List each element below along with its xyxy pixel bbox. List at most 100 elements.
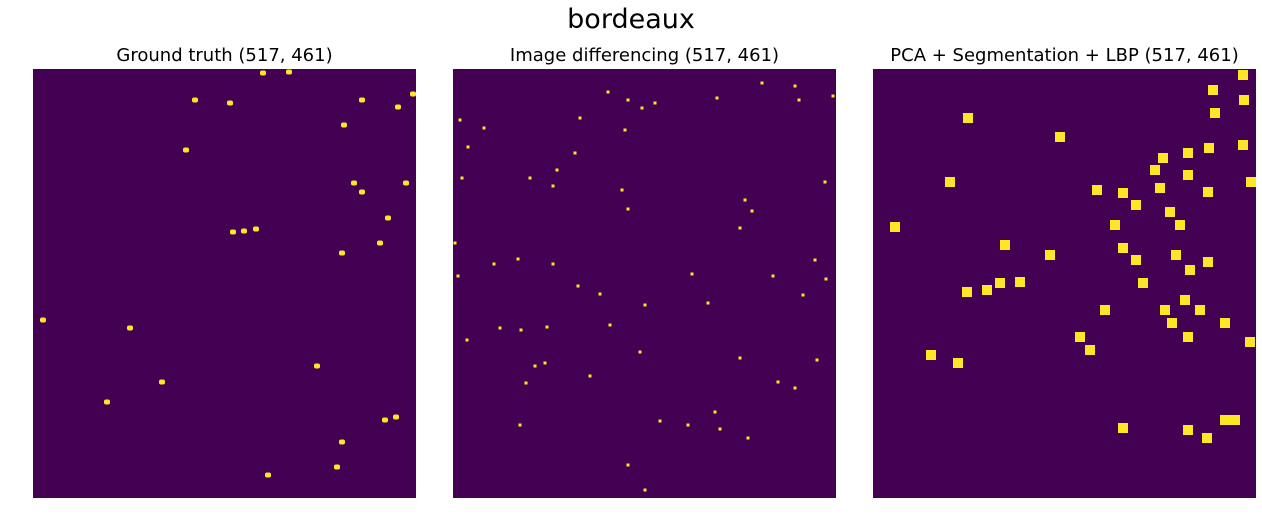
change-pixel xyxy=(265,472,271,478)
change-pixel xyxy=(1118,188,1128,198)
change-pixel xyxy=(713,410,717,414)
change-pixel xyxy=(1131,255,1141,265)
change-pixel xyxy=(690,272,694,276)
heatmap-background xyxy=(453,69,836,498)
change-pixel xyxy=(746,436,750,440)
panel-pca-segmentation-lbp: PCA + Segmentation + LBP (517, 461) xyxy=(873,45,1256,498)
change-pixel xyxy=(813,258,817,262)
change-pixel xyxy=(576,284,580,288)
change-pixel xyxy=(1183,148,1193,158)
change-pixel xyxy=(1055,132,1065,142)
change-pixel xyxy=(543,361,547,365)
panel-title-pca-segmentation-lbp: PCA + Segmentation + LBP (517, 461) xyxy=(890,45,1239,66)
change-pixel xyxy=(334,464,340,470)
change-pixel xyxy=(1220,415,1230,425)
change-pixel xyxy=(1183,170,1193,180)
change-pixel xyxy=(359,97,365,103)
change-pixel xyxy=(643,488,647,492)
change-pixel xyxy=(982,285,992,295)
change-pixel xyxy=(159,379,165,385)
change-pixel xyxy=(962,287,972,297)
change-pixel xyxy=(643,303,647,307)
change-pixel xyxy=(653,101,657,105)
change-pixel xyxy=(598,292,602,296)
change-pixel xyxy=(498,326,502,330)
change-pixel xyxy=(458,118,462,122)
change-pixel xyxy=(1167,318,1177,328)
change-pixel xyxy=(1138,278,1148,288)
change-pixel xyxy=(1195,305,1205,315)
change-pixel xyxy=(793,386,797,390)
change-pixel xyxy=(578,116,582,120)
change-pixel xyxy=(227,100,233,106)
change-pixel xyxy=(1165,207,1175,217)
change-pixel xyxy=(963,113,973,123)
change-pixel xyxy=(715,96,719,100)
change-pixel xyxy=(890,222,900,232)
change-pixel xyxy=(127,325,133,331)
change-pixel xyxy=(377,240,383,246)
change-pixel xyxy=(588,374,592,378)
change-pixel xyxy=(518,423,522,427)
change-pixel xyxy=(551,184,555,188)
change-pixel xyxy=(519,328,523,332)
change-pixel xyxy=(314,363,320,369)
change-pixel xyxy=(339,250,345,256)
change-pixel xyxy=(1175,220,1185,230)
change-pixel xyxy=(1238,140,1248,150)
change-pixel xyxy=(1204,143,1214,153)
change-pixel xyxy=(797,98,801,102)
change-pixel xyxy=(1210,108,1220,118)
panel-image-differencing: Image differencing (517, 461) xyxy=(453,45,836,498)
change-pixel xyxy=(1100,305,1110,315)
change-pixel xyxy=(626,463,630,467)
change-pixel xyxy=(395,104,401,110)
change-pixel xyxy=(995,278,1005,288)
change-pixel xyxy=(516,257,520,261)
heatmap-pca-segmentation-lbp xyxy=(873,69,1256,498)
change-pixel xyxy=(533,364,537,368)
change-pixel xyxy=(456,274,460,278)
change-pixel xyxy=(466,145,470,149)
change-pixel xyxy=(1075,332,1085,342)
change-pixel xyxy=(230,229,236,235)
change-pixel xyxy=(460,176,464,180)
figure-title: bordeaux xyxy=(567,4,695,35)
change-pixel xyxy=(1045,250,1055,260)
change-pixel xyxy=(738,226,742,230)
panel-title-image-differencing: Image differencing (517, 461) xyxy=(509,45,780,66)
change-pixel xyxy=(382,417,388,423)
change-pixel xyxy=(686,423,690,427)
change-pixel xyxy=(1092,185,1102,195)
change-pixel xyxy=(658,419,662,423)
change-pixel xyxy=(1238,70,1248,80)
change-pixel xyxy=(823,180,827,184)
change-pixel xyxy=(104,399,110,405)
change-pixel xyxy=(640,106,644,110)
change-pixel xyxy=(555,168,559,172)
change-pixel xyxy=(750,209,754,213)
change-pixel xyxy=(253,226,259,232)
change-pixel xyxy=(1203,257,1213,267)
heatmap-ground-truth xyxy=(33,69,416,498)
change-pixel xyxy=(608,323,612,327)
change-pixel xyxy=(453,241,457,245)
change-pixel xyxy=(623,128,627,132)
change-pixel xyxy=(1000,240,1010,250)
change-pixel xyxy=(1160,305,1170,315)
change-pixel xyxy=(626,207,630,211)
change-pixel xyxy=(192,97,198,103)
change-pixel xyxy=(706,301,710,305)
change-pixel xyxy=(953,358,963,368)
change-pixel xyxy=(339,439,345,445)
change-pixel xyxy=(776,380,780,384)
change-pixel xyxy=(1203,187,1213,197)
change-pixel xyxy=(1155,183,1165,193)
change-pixel xyxy=(620,188,624,192)
change-pixel xyxy=(738,356,742,360)
change-pixel xyxy=(1150,165,1160,175)
change-pixel xyxy=(385,215,391,221)
change-pixel xyxy=(1180,295,1190,305)
change-pixel xyxy=(1220,318,1230,328)
change-pixel xyxy=(524,381,528,385)
